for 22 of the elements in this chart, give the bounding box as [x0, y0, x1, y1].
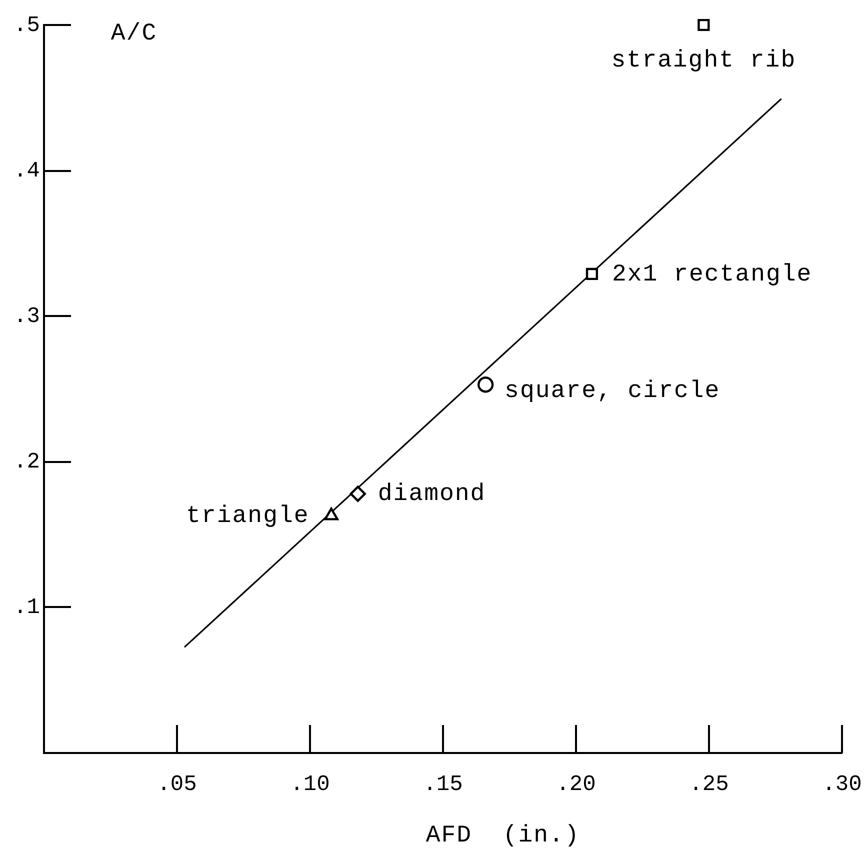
y-tick-label: .3	[14, 304, 40, 330]
y-tick-label: .4	[14, 158, 40, 184]
x-tick-label: .25	[689, 772, 729, 798]
y-tick-label: .2	[14, 450, 40, 475]
point	[586, 268, 598, 280]
point	[350, 486, 366, 502]
y-tick-label: .1	[14, 595, 40, 620]
series-label: square, circle	[504, 378, 720, 405]
series-label: 2x1 rectangle	[612, 261, 812, 288]
x-tick-label: .30	[822, 772, 862, 798]
y-axis-title: A/C	[110, 20, 158, 48]
series-label: straight rib	[611, 47, 796, 74]
x-tick-label: .05	[157, 772, 197, 798]
series-label: triangle	[186, 503, 310, 530]
x-tick-label: .15	[423, 772, 463, 798]
x-tick-label: .10	[290, 772, 330, 798]
x-tick-label: .20	[556, 772, 596, 798]
x-axis-title: AFD (in.)	[426, 822, 580, 849]
y-tick-label: .5	[14, 12, 40, 38]
series-label: diamond	[378, 481, 486, 508]
point	[477, 376, 494, 393]
point	[698, 18, 710, 32]
